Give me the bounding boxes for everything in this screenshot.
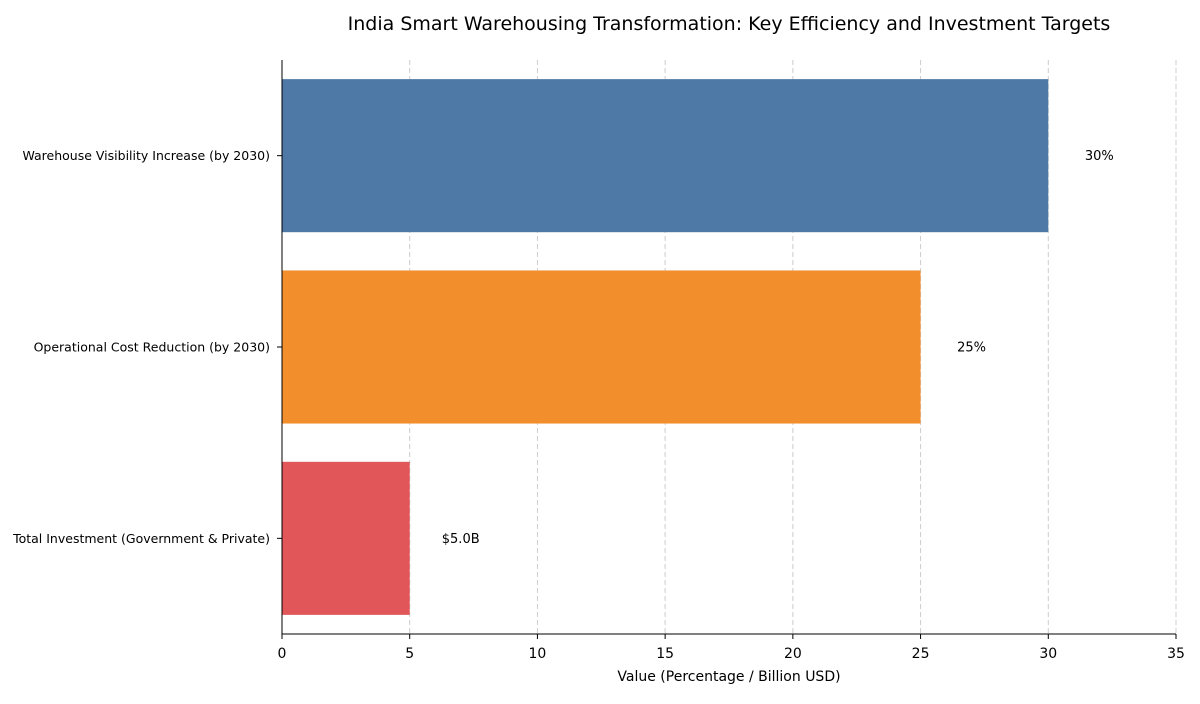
x-tick-label-25: 25 [912, 646, 930, 662]
category-label-3: Total Investment (Government & Private) [12, 531, 270, 546]
bar-1 [282, 79, 1049, 233]
labels: Warehouse Visibility Increase (by 2030) 3… [12, 148, 1185, 662]
x-tick-label-10: 10 [529, 646, 547, 662]
bars [282, 79, 1049, 615]
x-tick-label-0: 0 [278, 646, 287, 662]
value-label-2: 25% [957, 341, 986, 356]
chart-title: India Smart Warehousing Transformation: … [348, 13, 1111, 35]
value-label-1: 30% [1085, 149, 1114, 164]
x-tick-label-5: 5 [405, 646, 414, 662]
axes [277, 60, 1177, 639]
bar-2 [282, 270, 921, 424]
x-tick-label-30: 30 [1039, 646, 1057, 662]
x-tick-label-20: 20 [784, 646, 802, 662]
x-tick-label-15: 15 [656, 646, 674, 662]
x-axis-label: Value (Percentage / Billion USD) [617, 669, 840, 685]
category-label-2: Operational Cost Reduction (by 2030) [34, 340, 270, 355]
x-tick-label-35: 35 [1167, 646, 1185, 662]
category-label-1: Warehouse Visibility Increase (by 2030) [22, 148, 270, 163]
bar-3 [282, 461, 410, 615]
value-label-3: $5.0B [442, 532, 480, 547]
